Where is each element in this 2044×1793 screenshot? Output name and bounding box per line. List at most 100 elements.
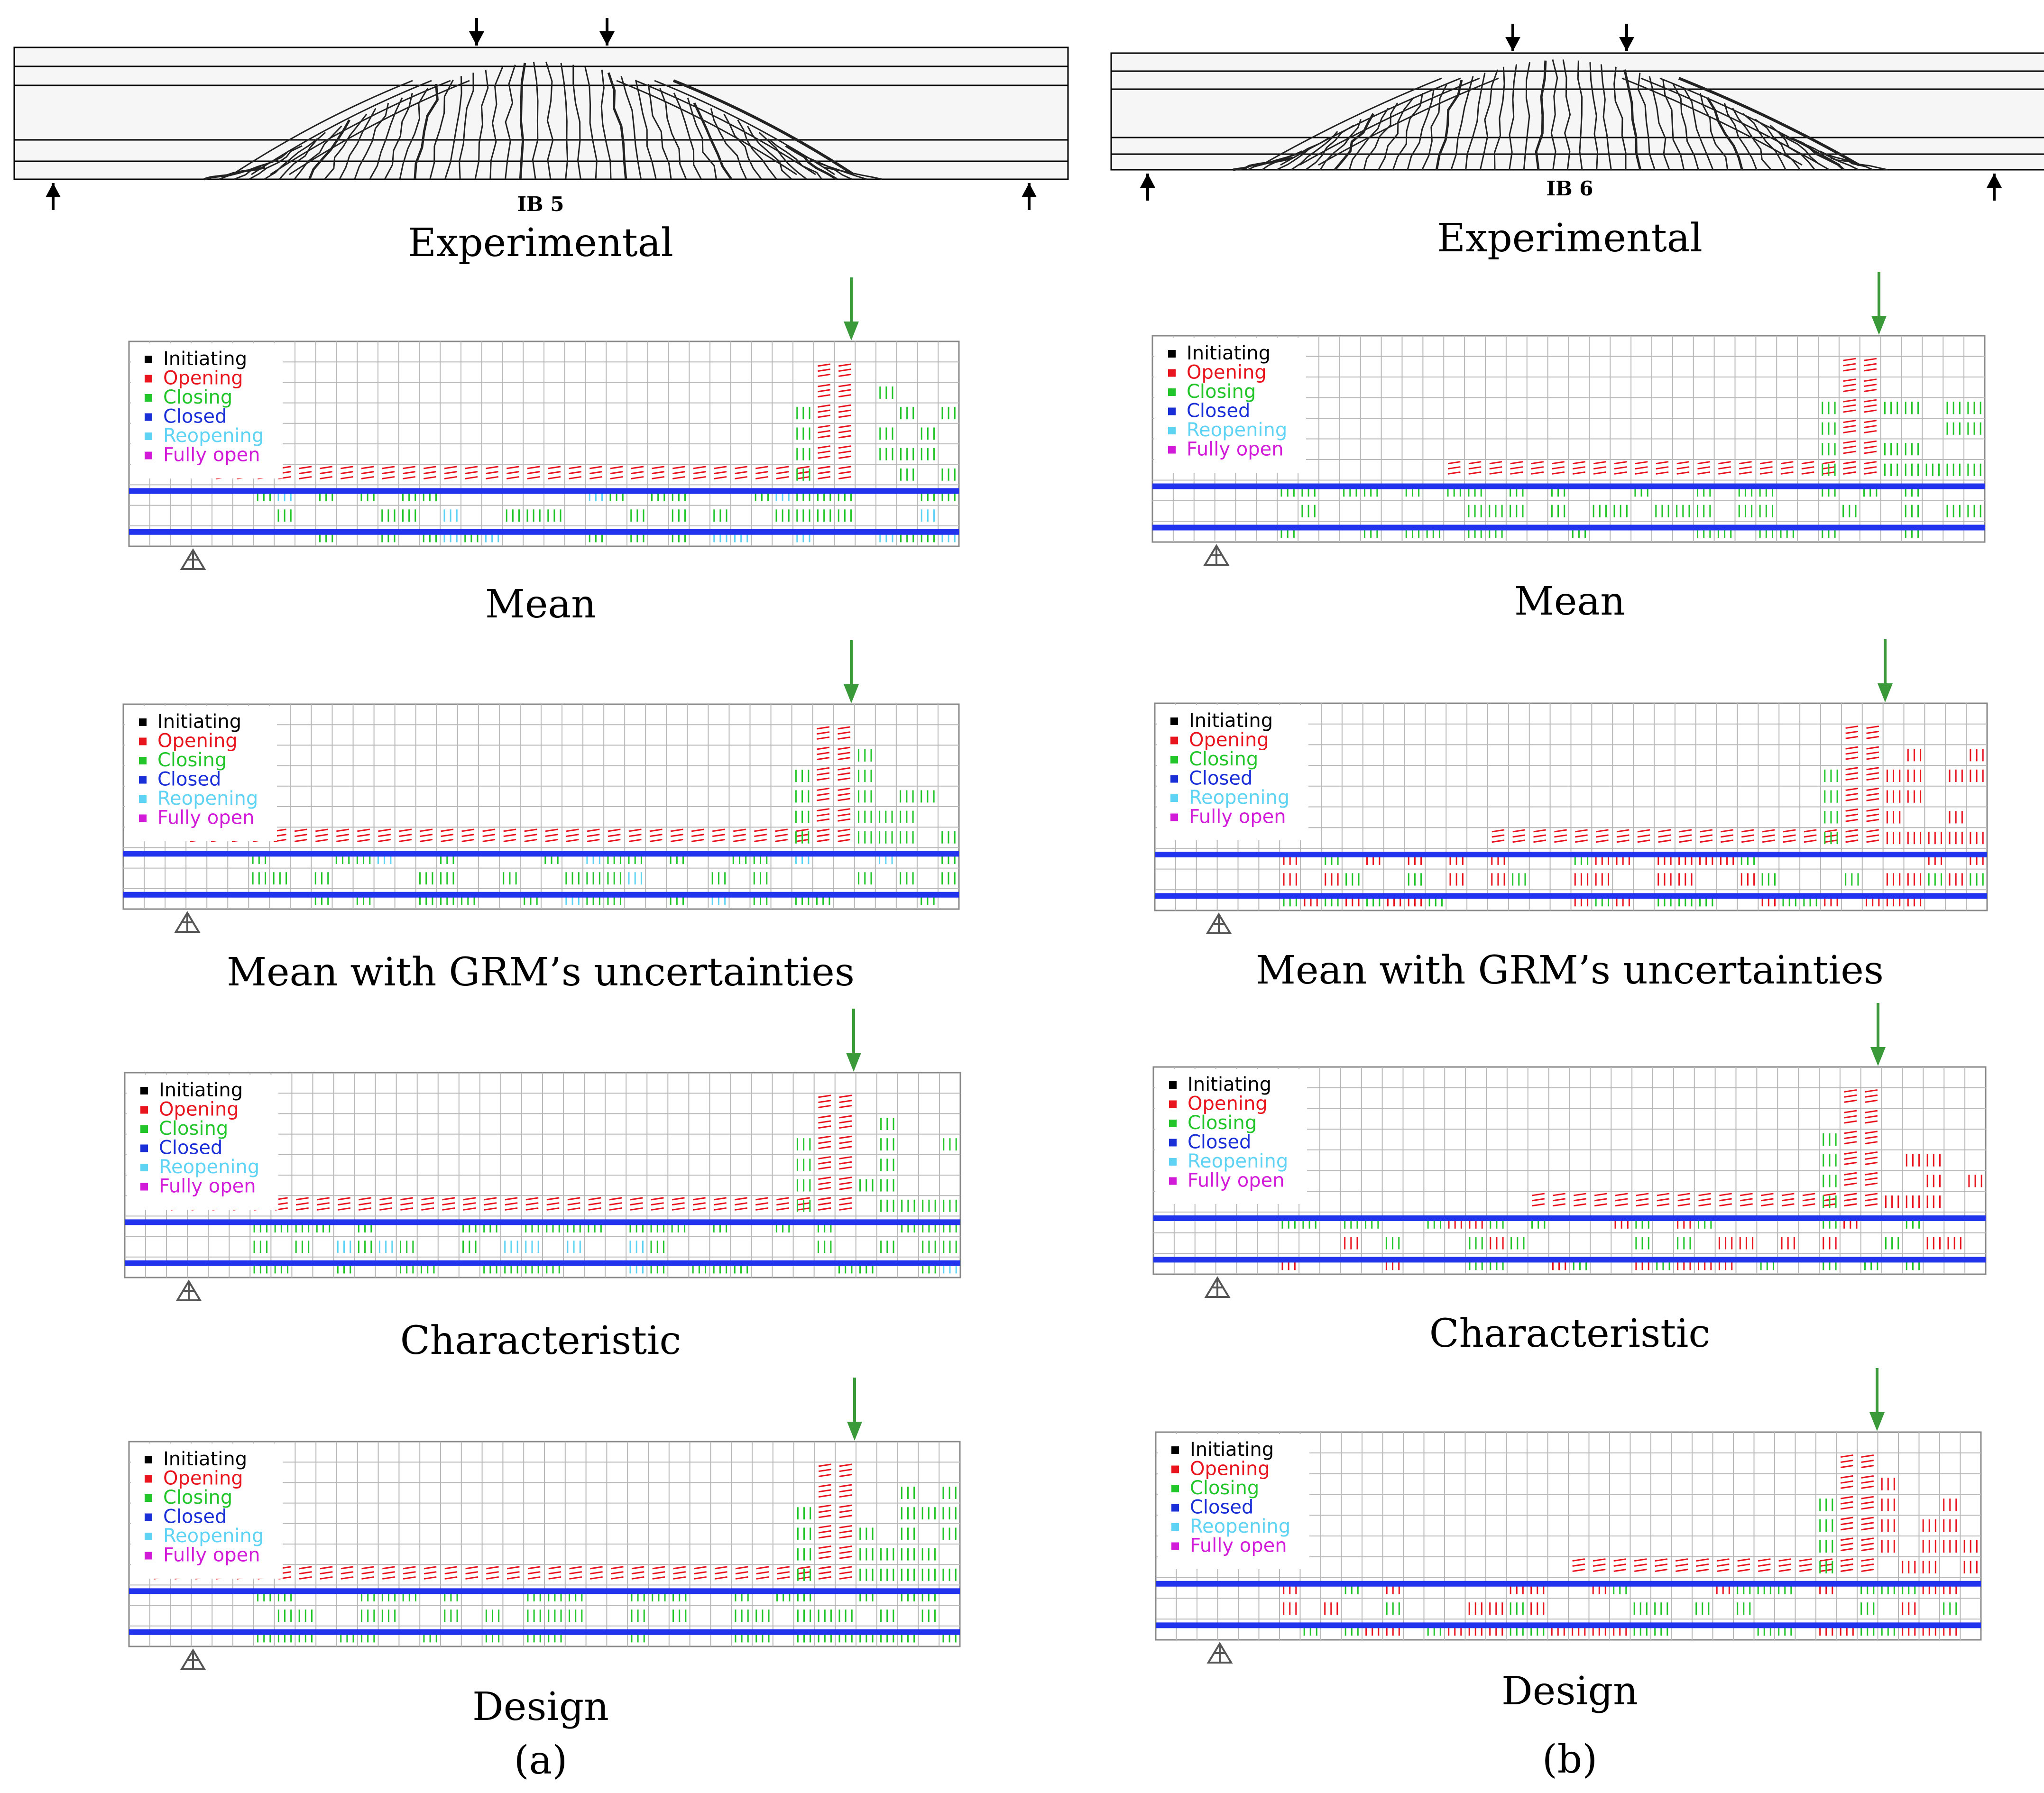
legend-swatch <box>139 737 147 745</box>
support-arrow <box>1140 174 1155 201</box>
legend-swatch <box>140 1125 148 1133</box>
support-icon <box>1206 912 1232 934</box>
fe-panel-a-1: InitiatingOpeningClosingClosedReopeningF… <box>128 277 960 570</box>
legend-label: Closed <box>1190 1497 1253 1518</box>
legend-swatch <box>1169 1158 1177 1166</box>
panel-caption: Design <box>1501 1669 1638 1714</box>
load-arrow-icon <box>846 1009 861 1072</box>
legend-swatch <box>145 1533 152 1540</box>
legend-swatch <box>1170 736 1178 745</box>
legend-swatch <box>1168 427 1176 434</box>
legend-swatch <box>139 776 147 784</box>
support-arrow <box>1022 183 1037 210</box>
experimental-beam-b <box>1110 52 2044 171</box>
legend-swatch <box>145 1552 152 1560</box>
subfigure-label: (b) <box>1542 1737 1597 1782</box>
load-arrow-icon <box>1869 1368 1885 1431</box>
legend-swatch <box>1169 1120 1177 1127</box>
fe-panel-b-4: InitiatingOpeningClosingClosedReopeningF… <box>1155 1368 1982 1664</box>
specimen-label: IB 5 <box>517 193 564 216</box>
specimen-label: IB 6 <box>1547 177 1593 200</box>
legend: InitiatingOpeningClosingClosedReopeningF… <box>131 1444 283 1579</box>
legend-swatch <box>1169 1139 1177 1147</box>
legend-label: Opening <box>1188 1093 1268 1115</box>
legend-swatch <box>1171 1465 1179 1473</box>
experimental-caption: Experimental <box>1437 216 1703 261</box>
legend-swatch <box>145 413 152 421</box>
support-icon <box>174 911 201 933</box>
crack-pattern <box>1233 59 1888 171</box>
fe-panel-b-3: InitiatingOpeningClosingClosedReopeningF… <box>1152 1003 1987 1298</box>
legend-label: Closing <box>1187 381 1256 403</box>
subfigure-label: (a) <box>514 1738 568 1783</box>
legend-swatch <box>145 394 152 402</box>
support-icon <box>180 548 206 570</box>
legend-swatch <box>1171 1504 1179 1512</box>
legend-label: Initiating <box>159 1079 243 1101</box>
legend-swatch <box>1171 1446 1179 1454</box>
legend-label: Opening <box>1190 1458 1270 1480</box>
legend-swatch <box>1168 369 1176 377</box>
legend-swatch <box>140 1087 148 1094</box>
legend-label: Closed <box>1187 400 1250 422</box>
panel-caption: Mean with GRM’s uncertainties <box>227 950 855 995</box>
legend-label: Opening <box>1189 729 1269 751</box>
legend-label: Reopening <box>1189 787 1289 809</box>
legend-label: Initiating <box>157 711 241 733</box>
legend-label: Closing <box>157 749 227 771</box>
legend-swatch <box>145 1456 152 1463</box>
crack-marks <box>190 726 956 905</box>
legend-label: Fully open <box>1190 1535 1287 1557</box>
legend-swatch <box>1169 1100 1177 1108</box>
panel-caption: Mean <box>1514 579 1625 624</box>
legend-label: Opening <box>163 368 243 389</box>
legend: InitiatingOpeningClosingClosedReopeningF… <box>1157 705 1308 840</box>
load-arrow-icon <box>1878 639 1893 702</box>
legend-swatch <box>145 356 152 363</box>
legend-swatch <box>1170 717 1178 725</box>
legend-label: Initiating <box>1189 710 1273 732</box>
legend-label: Initiating <box>1187 342 1271 364</box>
legend: InitiatingOpeningClosingClosedReopeningF… <box>131 343 283 478</box>
legend-swatch <box>1171 1542 1179 1550</box>
legend-swatch <box>1171 1523 1179 1531</box>
experimental-caption: Experimental <box>408 221 673 266</box>
legend-label: Initiating <box>163 1448 247 1470</box>
crack-pattern <box>203 62 883 181</box>
legend-label: Opening <box>159 1099 239 1121</box>
legend-label: Reopening <box>1187 419 1287 441</box>
support-icon <box>175 1279 202 1301</box>
legend-label: Initiating <box>1190 1439 1274 1461</box>
legend-swatch <box>145 432 152 440</box>
panel-caption: Design <box>472 1684 609 1729</box>
legend-label: Reopening <box>159 1156 259 1178</box>
legend-label: Opening <box>163 1468 243 1490</box>
legend-swatch <box>139 795 147 803</box>
legend-label: Fully open <box>163 444 260 466</box>
support-icon <box>1204 1276 1231 1298</box>
legend-swatch <box>140 1183 148 1191</box>
legend-label: Initiating <box>163 348 247 370</box>
legend-label: Closing <box>163 1487 232 1508</box>
support-icon <box>1206 1642 1233 1664</box>
legend: InitiatingOpeningClosingClosedReopeningF… <box>1154 338 1306 473</box>
legend-swatch <box>1168 446 1176 454</box>
legend-label: Closed <box>1188 1131 1251 1153</box>
load-arrow-icon <box>847 1378 862 1441</box>
legend-swatch <box>140 1144 148 1152</box>
legend-swatch <box>1168 388 1176 396</box>
load-arrow-icon <box>844 277 859 340</box>
legend-swatch <box>1169 1177 1177 1185</box>
legend-label: Fully open <box>163 1545 260 1566</box>
experimental-beam-a <box>13 46 1069 181</box>
legend-swatch <box>139 757 147 764</box>
legend-label: Reopening <box>1188 1150 1288 1172</box>
legend-label: Fully open <box>1188 1170 1285 1192</box>
load-arrow <box>469 18 484 46</box>
legend: InitiatingOpeningClosingClosedReopeningF… <box>127 1075 278 1210</box>
legend-label: Closed <box>157 769 221 791</box>
legend-label: Fully open <box>1187 439 1284 460</box>
legend-label: Reopening <box>1190 1516 1290 1537</box>
legend-swatch <box>1170 756 1178 763</box>
legend-swatch <box>1170 775 1178 783</box>
